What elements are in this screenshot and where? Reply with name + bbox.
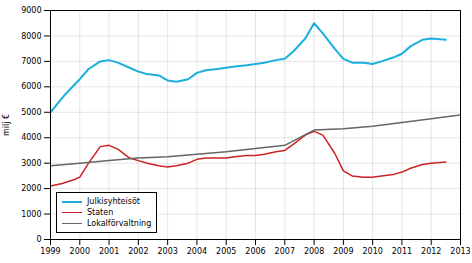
svg-text:2003: 2003 <box>157 247 177 256</box>
svg-text:2005: 2005 <box>216 247 236 256</box>
html-text:Staten: Staten <box>87 208 114 217</box>
svg-text:2002: 2002 <box>128 247 148 256</box>
svg-text:3000: 3000 <box>21 159 41 168</box>
svg-text:7000: 7000 <box>21 57 41 66</box>
svg-text:9000: 9000 <box>21 6 41 15</box>
svg-text:2007: 2007 <box>275 247 295 256</box>
svg-text:2013: 2013 <box>450 247 470 256</box>
svg-text:milj €: milj € <box>2 114 11 136</box>
svg-text:2012: 2012 <box>421 247 441 256</box>
svg-text:2010: 2010 <box>362 247 382 256</box>
svg-text:6000: 6000 <box>21 82 41 91</box>
svg-text:4000: 4000 <box>21 133 41 142</box>
svg-text:2006: 2006 <box>245 247 265 256</box>
svg-text:2000: 2000 <box>70 247 90 256</box>
svg-text:2008: 2008 <box>304 247 324 256</box>
svg-text:2001: 2001 <box>99 247 119 256</box>
html-text:Julkisyhteisöt: Julkisyhteisöt <box>87 197 140 206</box>
svg-text:2000: 2000 <box>21 184 41 193</box>
svg-text:2004: 2004 <box>187 247 207 256</box>
svg-text:0: 0 <box>36 235 41 244</box>
svg-text:1999: 1999 <box>40 247 60 256</box>
svg-text:2009: 2009 <box>333 247 353 256</box>
svg-text:5000: 5000 <box>21 108 41 117</box>
html-text:Lokalförvaltning: Lokalförvaltning <box>87 219 152 228</box>
svg-text:1000: 1000 <box>21 210 41 219</box>
svg-text:8000: 8000 <box>21 32 41 41</box>
svg-text:2011: 2011 <box>392 247 412 256</box>
